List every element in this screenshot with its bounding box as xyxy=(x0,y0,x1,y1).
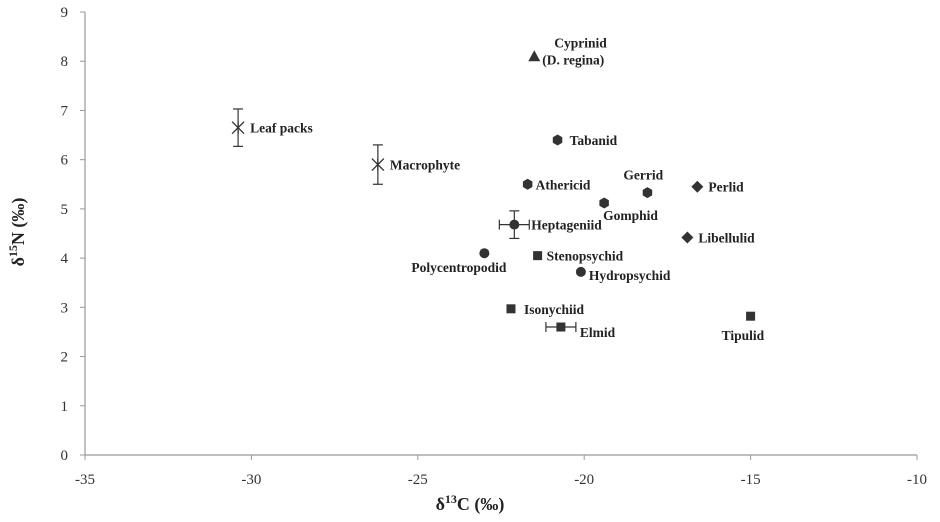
label-stenopsychid: Stenopsychid xyxy=(547,249,624,264)
point-perlid xyxy=(691,180,704,193)
label-athericid: Athericid xyxy=(536,177,591,192)
point-cyprinid xyxy=(528,50,541,62)
y-tick-label: 4 xyxy=(61,251,69,267)
point-tabanid xyxy=(552,134,563,146)
label-polycentropodid: Polycentropodid xyxy=(411,260,506,275)
label-elmid: Elmid xyxy=(580,325,616,340)
label-macrophyte: Macrophyte xyxy=(390,158,460,173)
label-tabanid: Tabanid xyxy=(570,133,618,148)
point-athericid xyxy=(522,178,533,190)
point-tipulid xyxy=(746,311,756,321)
tick-labels: -35 -30 -25 -20 -15 -10 0 1 2 3 4 5 6 7 8 9 xyxy=(61,5,928,488)
label-perlid: Perlid xyxy=(708,180,744,195)
label-isonychiid: Isonychiid xyxy=(524,302,585,317)
label-tipulid: Tipulid xyxy=(722,328,765,343)
y-tick-label: 1 xyxy=(61,399,69,415)
x-tick-label: -35 xyxy=(75,472,95,488)
data-points xyxy=(231,50,756,333)
point-isonychiid xyxy=(506,304,516,314)
x-tick-label: -20 xyxy=(574,472,594,488)
y-tick-label: 2 xyxy=(61,350,69,366)
point-stenopsychid xyxy=(533,251,543,261)
axes xyxy=(80,11,918,460)
y-axis-title: δ15N (‰) xyxy=(6,198,29,267)
point-gomphid xyxy=(599,197,609,209)
y-tick-label: 0 xyxy=(61,448,69,464)
x-tick-label: -15 xyxy=(741,472,761,488)
x-tick-label: -25 xyxy=(408,472,428,488)
point-labels: Leaf packs Macrophyte Cyprinid (D. regina) T… xyxy=(250,35,765,343)
x-tick-label: -30 xyxy=(241,472,261,488)
x-tick-label: -10 xyxy=(907,472,927,488)
label-leaf-packs: Leaf packs xyxy=(250,121,313,136)
label-heptageniid: Heptageniid xyxy=(531,218,602,233)
label-cyprinid: Cyprinid xyxy=(554,35,607,50)
label-cyprinid-species: (D. regina) xyxy=(542,52,604,67)
label-libellulid: Libellulid xyxy=(698,230,755,245)
y-tick-label: 6 xyxy=(61,153,69,169)
label-gomphid: Gomphid xyxy=(603,208,658,223)
y-tick-label: 7 xyxy=(61,103,69,119)
point-elmid xyxy=(556,322,566,332)
point-hydropsychid xyxy=(575,266,586,277)
point-gerrid xyxy=(642,187,653,199)
y-tick-label: 8 xyxy=(61,54,69,70)
point-polycentropodid xyxy=(479,248,490,259)
y-tick-label: 9 xyxy=(61,5,69,21)
y-tick-label: 3 xyxy=(61,300,69,316)
x-axis-title: δ13C (‰) xyxy=(436,492,505,515)
label-hydropsychid: Hydropsychid xyxy=(589,268,671,283)
point-libellulid xyxy=(681,231,694,244)
label-gerrid: Gerrid xyxy=(623,168,663,183)
y-tick-label: 5 xyxy=(61,202,69,218)
point-heptageniid xyxy=(509,219,520,230)
